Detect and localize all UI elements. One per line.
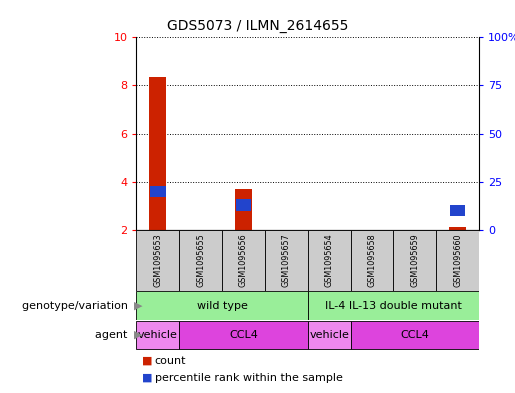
Text: vehicle: vehicle	[138, 330, 178, 340]
Bar	[150, 185, 166, 197]
Bar	[307, 292, 479, 320]
Text: GDS5073 / ILMN_2614655: GDS5073 / ILMN_2614655	[167, 19, 348, 33]
Bar	[393, 230, 436, 291]
Text: ■: ■	[142, 356, 152, 366]
Text: percentile rank within the sample: percentile rank within the sample	[154, 373, 342, 383]
Text: genotype/variation: genotype/variation	[22, 301, 131, 310]
Bar	[235, 189, 252, 230]
Text: agent: agent	[95, 330, 131, 340]
Text: GSM1095654: GSM1095654	[324, 233, 334, 287]
Bar	[236, 199, 251, 211]
Text: GSM1095657: GSM1095657	[282, 233, 291, 287]
Text: CCL4: CCL4	[400, 330, 429, 340]
Text: GSM1095655: GSM1095655	[196, 233, 205, 287]
Bar	[149, 77, 166, 230]
Bar	[307, 321, 351, 349]
Bar	[351, 230, 393, 291]
Text: GSM1095660: GSM1095660	[453, 233, 462, 287]
Text: ▶: ▶	[134, 330, 143, 340]
Text: GSM1095656: GSM1095656	[239, 233, 248, 287]
Bar	[449, 228, 466, 230]
Bar	[179, 230, 222, 291]
Bar	[450, 205, 465, 217]
Bar	[136, 230, 179, 291]
Bar	[136, 321, 179, 349]
Bar	[222, 230, 265, 291]
Text: CCL4: CCL4	[229, 330, 258, 340]
Bar	[307, 230, 351, 291]
Text: GSM1095653: GSM1095653	[153, 233, 162, 287]
Bar	[436, 230, 479, 291]
Text: ■: ■	[142, 373, 152, 383]
Text: GSM1095658: GSM1095658	[367, 233, 376, 287]
Bar	[136, 292, 307, 320]
Bar	[351, 321, 479, 349]
Text: IL-4 IL-13 double mutant: IL-4 IL-13 double mutant	[325, 301, 462, 310]
Text: ▶: ▶	[134, 301, 143, 310]
Text: wild type: wild type	[197, 301, 248, 310]
Bar	[179, 321, 307, 349]
Text: GSM1095659: GSM1095659	[410, 233, 419, 287]
Text: vehicle: vehicle	[309, 330, 349, 340]
Text: count: count	[154, 356, 186, 366]
Bar	[265, 230, 307, 291]
